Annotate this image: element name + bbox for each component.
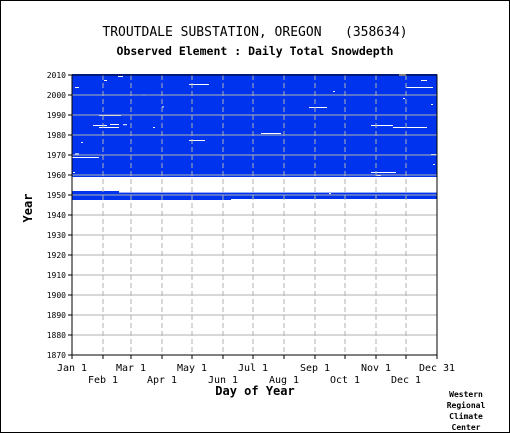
y-axis-label: Year [21,194,35,223]
x-tick-label: Nov 1 [361,363,391,374]
missing-gap [189,140,205,141]
missing-gap [104,80,107,81]
x-tick-label: Jul 1 [238,363,268,374]
missing-gap [393,127,427,128]
missing-gap [161,190,437,193]
credit-block: Western Regional Climate Center [436,389,496,433]
missing-gap [333,91,335,92]
missing-gap [110,124,119,125]
missing-gap [406,87,433,88]
missing-gap [329,193,331,194]
x-tick-label: Jan 1 [57,363,87,374]
axis-layer: 1870 1880 1890 1900 1910 1920 1930 1940 1950 1960… [47,71,455,386]
missing-gap [421,80,427,81]
y-tick-label: 1920 [47,251,66,260]
missing-gap [231,199,437,200]
y-tick-label: 1990 [47,111,66,120]
missing-gap [261,133,281,134]
missing-gap [123,124,127,126]
y-tick-label: 1870 [47,351,66,360]
missing-gap [81,142,83,143]
grid-layer [72,74,437,356]
missing-gap [73,172,75,173]
credit-line: Western [449,390,483,399]
credit-line: Regional [446,401,486,410]
missing-gap [431,104,433,105]
x-tick-label: Feb 1 [88,375,118,386]
missing-gap [119,190,161,193]
y-tick-label: 1960 [47,171,66,180]
y-tick-label: 1890 [47,311,66,320]
y-tick-label: 1970 [47,151,66,160]
x-tick-label: Aug 1 [269,375,299,386]
x-tick-label: May 1 [177,363,207,374]
missing-gap [72,177,437,190]
missing-gap [162,106,164,108]
credit-line: Climate [449,412,483,421]
station-title: TROUTDALE SUBSTATION, OREGON (358634) [102,25,408,40]
y-tick-label: 1900 [47,291,66,300]
x-tick-label: Dec 1 [391,375,421,386]
x-tick-label: Sep 1 [300,363,330,374]
missing-gap [433,164,435,165]
missing-gap [153,127,155,128]
x-tick-label: Jun 1 [208,375,238,386]
missing-gap [403,98,405,99]
missing-gap [309,107,327,108]
x-tick-label: Apr 1 [147,375,177,386]
x-tick-label: Mar 1 [116,363,146,374]
x-axis-label: Day of Year [215,384,294,398]
y-tick-label: 2000 [47,91,66,100]
missing-gap [371,172,396,173]
missing-gap [75,87,79,88]
y-tick-label: 1910 [47,271,66,280]
missing-gap [99,127,119,128]
x-tick-label: Dec 31 [419,363,455,374]
missing-gap [72,157,99,158]
missing-gap [118,76,123,77]
missing-gap [93,125,107,126]
missing-gap [371,125,393,126]
y-tick-label: 1880 [47,331,66,340]
missing-gap [72,189,119,191]
y-tick-label: 1980 [47,131,66,140]
y-tick-label: 2010 [47,71,66,80]
credit-line: Center [451,423,481,432]
y-tick-label: 1930 [47,231,66,240]
data-layer [72,74,437,200]
missing-gap [75,153,79,155]
x-tick-label: Oct 1 [330,375,360,386]
y-tick-label: 1940 [47,211,66,220]
element-title: Observed Element : Daily Total Snowdepth [116,44,394,58]
y-tick-label: 1950 [47,191,66,200]
missing-gap [189,84,209,85]
